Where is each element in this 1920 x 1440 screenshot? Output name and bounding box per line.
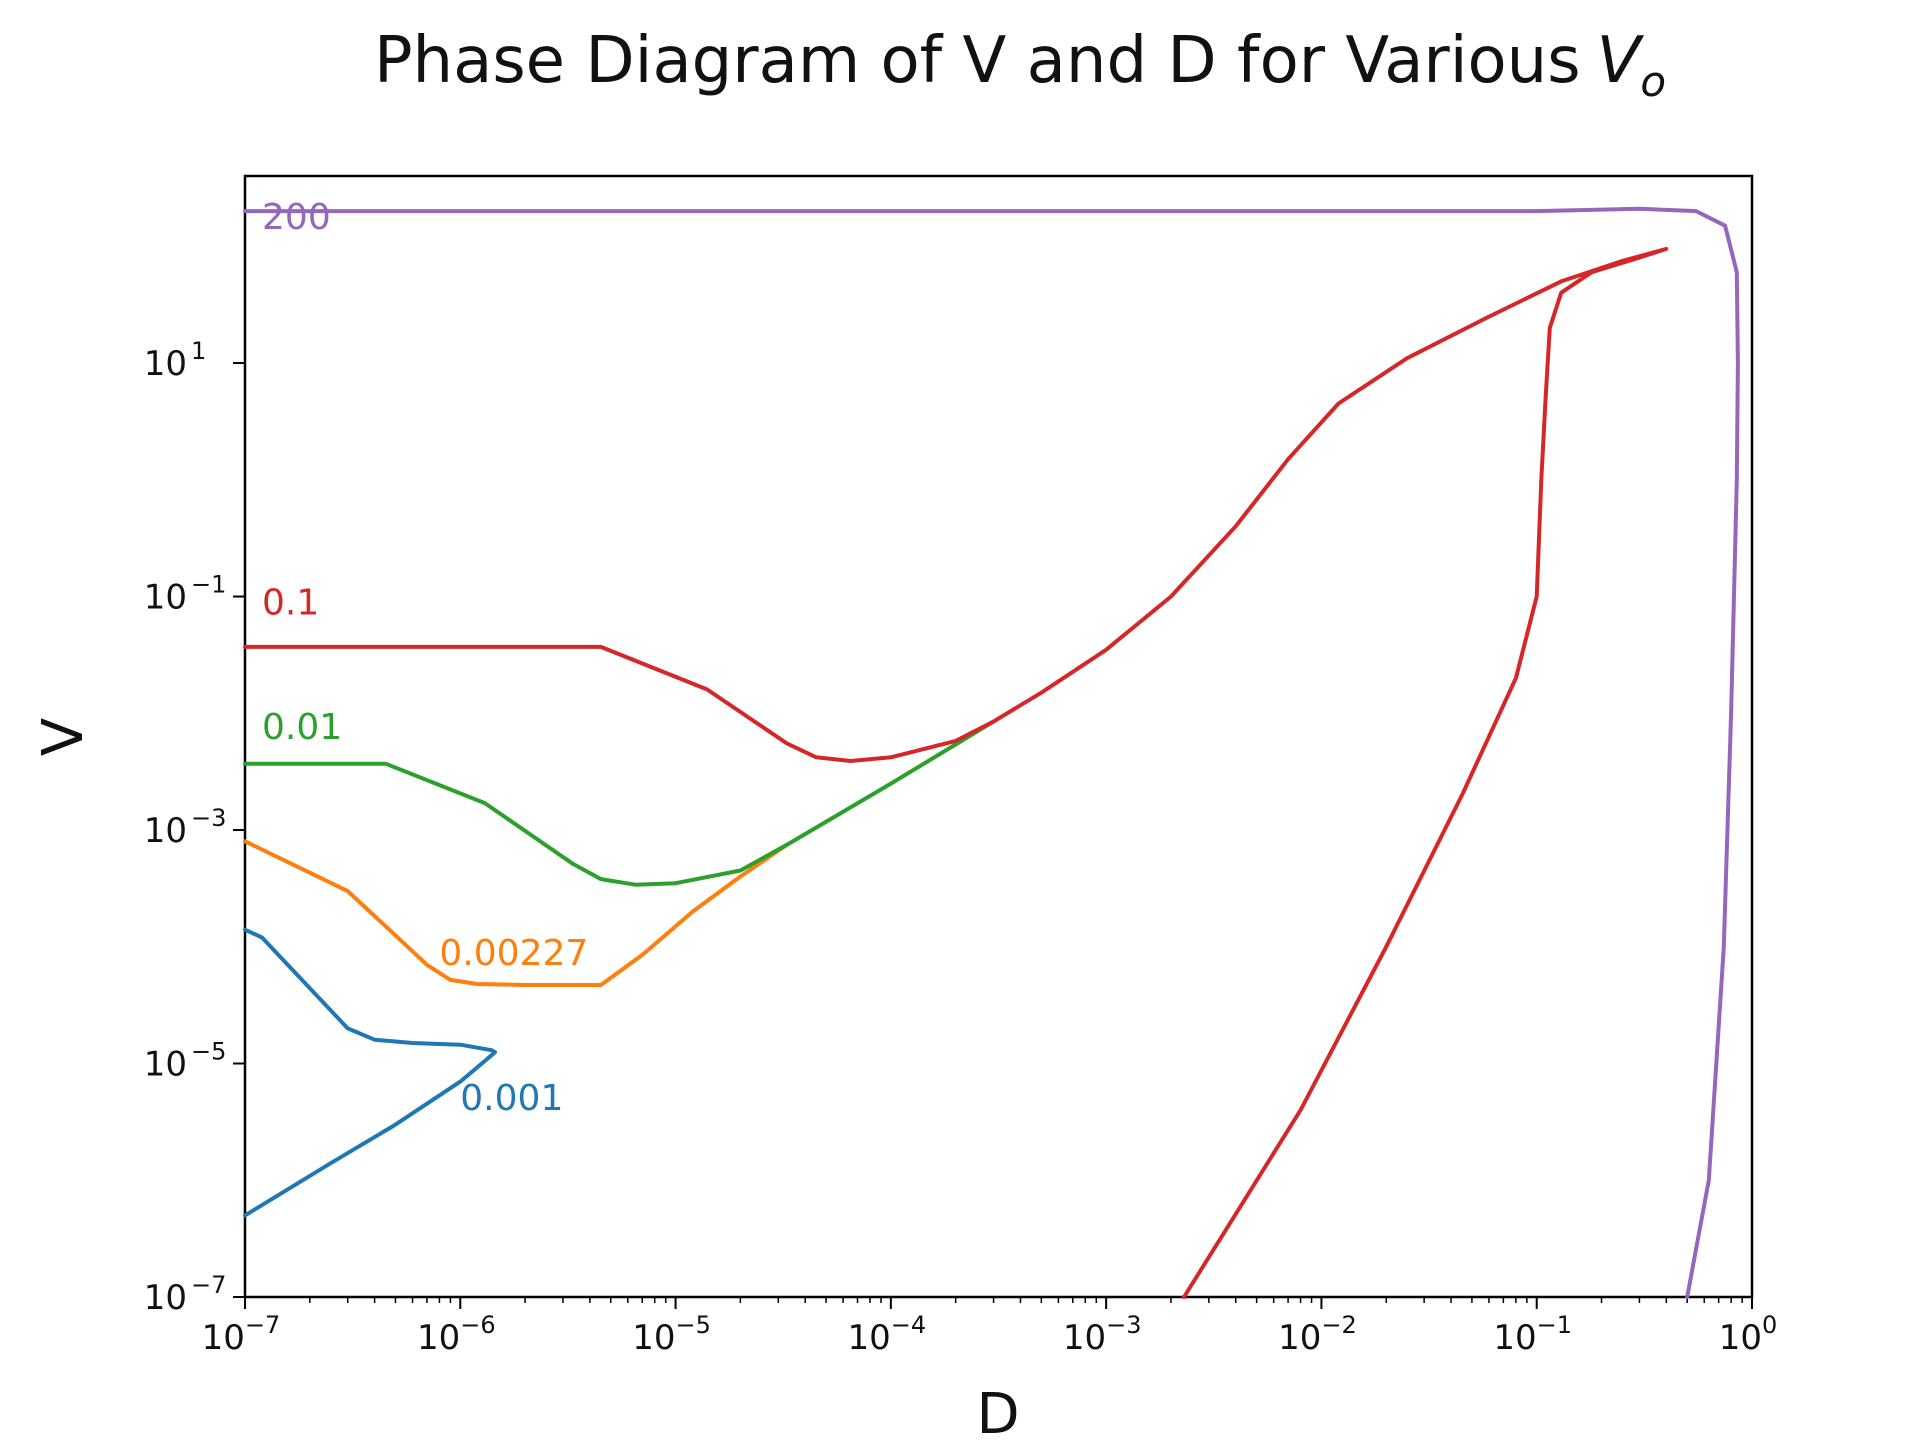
series-line-1 [243, 839, 790, 987]
chart-title-text: Phase Diagram of V and D for Various [374, 24, 1581, 98]
x-tick-label: 10−3 [1063, 1311, 1142, 1358]
y-tick-label: 10 [144, 1278, 187, 1318]
y-tick-label: 10 [144, 1045, 187, 1085]
x-tick-label: 10−6 [417, 1311, 496, 1358]
y-tick-exp: −1 [191, 571, 226, 599]
y-tick-label: 10 [144, 811, 187, 851]
chart-title: Phase Diagram of V and D for Various Vo [374, 24, 1666, 106]
series-line-4 [243, 206, 1740, 1299]
plot-area: 10−7 10−6 10−5 10−4 10−3 10−2 10−1 100 10−710−5… [144, 174, 1778, 1358]
x-tick-base: 10 [1278, 1318, 1321, 1358]
x-tick-exp: −1 [1537, 1311, 1572, 1339]
y-tick-label: 10 [144, 344, 187, 384]
series-lines [243, 206, 1740, 1299]
y-tick-exp: −3 [191, 804, 226, 832]
y-tick-base: 10 [144, 1045, 187, 1085]
y-tick-exp: −5 [191, 1038, 226, 1066]
series-line-0 [243, 927, 497, 1218]
x-tick-exp: −2 [1321, 1311, 1356, 1339]
series-label-2: 0.01 [262, 707, 342, 748]
x-tick-base: 10 [848, 1318, 891, 1358]
x-tick-label: 10−1 [1493, 1311, 1572, 1358]
x-tick-base: 10 [1493, 1318, 1536, 1358]
x-tick-label: 10−7 [202, 1311, 281, 1358]
x-tick-label: 10−4 [848, 1311, 927, 1358]
y-tick-exp: −7 [191, 1271, 226, 1299]
series-label-0: 0.001 [460, 1078, 563, 1119]
series-label-1: 0.00227 [439, 933, 588, 974]
x-tick-label: 10−5 [632, 1311, 711, 1358]
y-axis-label: V [31, 718, 96, 756]
x-tick-label: 10−2 [1278, 1311, 1357, 1358]
y-tick-label: 10 [144, 578, 187, 618]
series-line-3 [243, 246, 1669, 1299]
x-axis-label: D [976, 1382, 1019, 1440]
y-tick-base: 10 [144, 344, 187, 384]
x-tick-exp: −3 [1106, 1311, 1141, 1339]
x-tick-exp: −6 [460, 1311, 495, 1339]
x-axis-ticks: 10−7 10−6 10−5 10−4 10−3 10−2 10−1 100 [202, 1297, 1778, 1358]
y-tick-base: 10 [144, 811, 187, 851]
y-tick-base: 10 [144, 1278, 187, 1318]
x-tick-base: 10 [417, 1318, 460, 1358]
y-tick-base: 10 [144, 578, 187, 618]
chart-title-math: V [1597, 24, 1645, 98]
series-labels: 0.001 0.00227 0.01 0.1 200 [262, 197, 588, 1119]
x-tick-exp: −5 [676, 1311, 711, 1339]
x-tick-exp: −7 [245, 1311, 280, 1339]
series-label-4: 200 [262, 197, 331, 238]
plot-frame [243, 174, 1754, 1299]
series-label-3: 0.1 [262, 583, 319, 624]
x-tick-base: 10 [1063, 1318, 1106, 1358]
x-tick-label: 100 [1719, 1311, 1778, 1358]
chart-title-math-sub: o [1640, 57, 1666, 106]
x-tick-base: 10 [1719, 1318, 1762, 1358]
y-tick-exp: 1 [191, 337, 206, 365]
x-tick-base: 10 [202, 1318, 245, 1358]
x-tick-exp: 0 [1762, 1311, 1777, 1339]
x-tick-base: 10 [632, 1318, 675, 1358]
x-tick-exp: −4 [891, 1311, 926, 1339]
series-line-2 [243, 719, 996, 887]
